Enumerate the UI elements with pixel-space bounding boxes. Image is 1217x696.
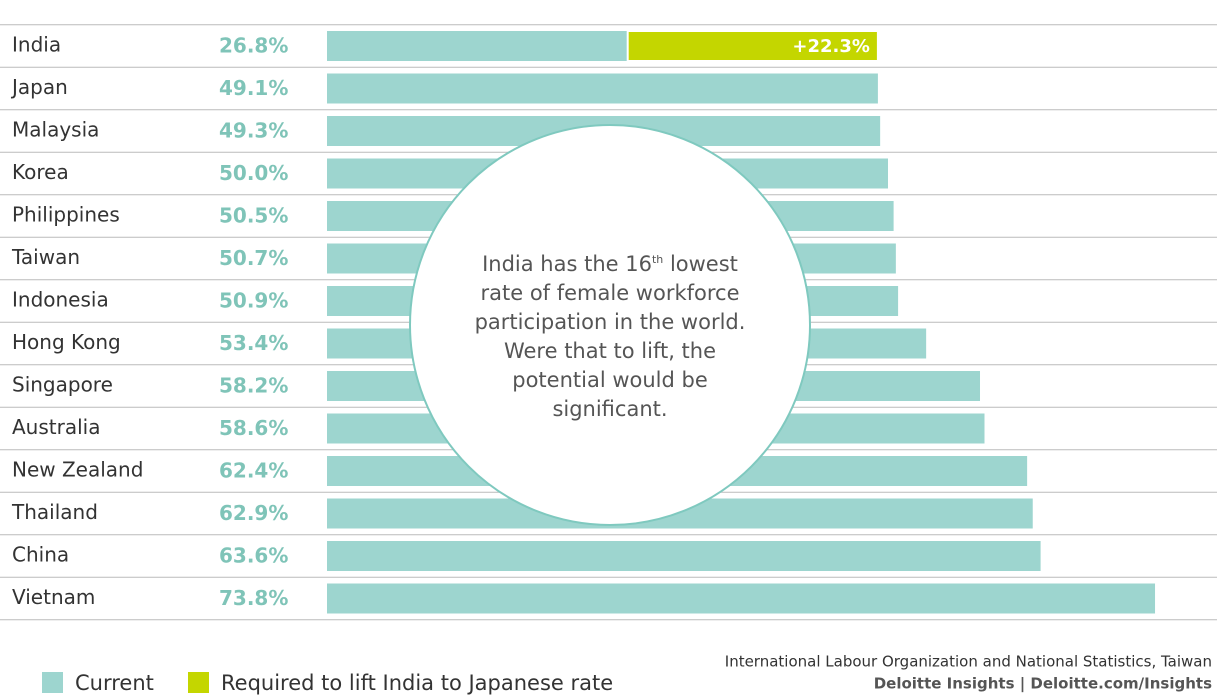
value-label: 73.8%	[219, 586, 288, 610]
value-label: 50.9%	[219, 289, 288, 313]
legend-swatch	[188, 672, 209, 693]
value-label: 50.5%	[219, 204, 288, 228]
value-label: 50.0%	[219, 161, 288, 185]
value-label: 49.1%	[219, 76, 288, 100]
category-label: Australia	[12, 415, 100, 439]
bar	[327, 583, 1156, 614]
category-label: New Zealand	[12, 458, 143, 482]
value-label: 53.4%	[219, 331, 288, 355]
value-label: 49.3%	[219, 119, 288, 143]
value-label: 62.4%	[219, 459, 288, 483]
annotation-sup: th	[651, 253, 664, 266]
annotation-text: lowest rate of female workforce particip…	[474, 252, 746, 421]
annotation-circle	[409, 124, 811, 526]
value-label: 62.9%	[219, 501, 288, 525]
category-label: China	[12, 543, 69, 567]
category-label: Korea	[12, 160, 69, 184]
legend-swatch	[42, 672, 63, 693]
bar	[327, 73, 878, 104]
annotation-text: India has the 16	[482, 252, 652, 276]
bar	[327, 31, 628, 61]
category-label: Philippines	[12, 203, 120, 227]
legend-label: Required to lift India to Japanese rate	[221, 671, 613, 695]
credit: Deloitte Insights | Deloitte.com/Insight…	[874, 675, 1212, 694]
category-label: India	[12, 33, 61, 57]
category-label: Taiwan	[11, 245, 80, 269]
category-label: Indonesia	[12, 288, 109, 312]
category-label: Thailand	[11, 500, 98, 524]
bar	[626, 30, 879, 62]
value-label: 58.2%	[219, 374, 288, 398]
category-label: Singapore	[12, 373, 113, 397]
value-label: 50.7%	[219, 246, 288, 270]
bar	[327, 541, 1041, 571]
legend-label: Current	[75, 671, 154, 695]
value-label: 58.6%	[219, 416, 288, 440]
annotation: India has the 16th lowest rate of female…	[460, 245, 760, 424]
value-label: 63.6%	[219, 544, 288, 568]
category-label: Vietnam	[12, 585, 95, 609]
category-label: Malaysia	[12, 118, 99, 142]
value-label: 26.8%	[219, 34, 288, 58]
category-label: Hong Kong	[12, 330, 121, 354]
segment-label: +22.3%	[792, 36, 870, 57]
source: International Labour Organization and Na…	[725, 653, 1212, 671]
category-label: Japan	[10, 75, 68, 99]
